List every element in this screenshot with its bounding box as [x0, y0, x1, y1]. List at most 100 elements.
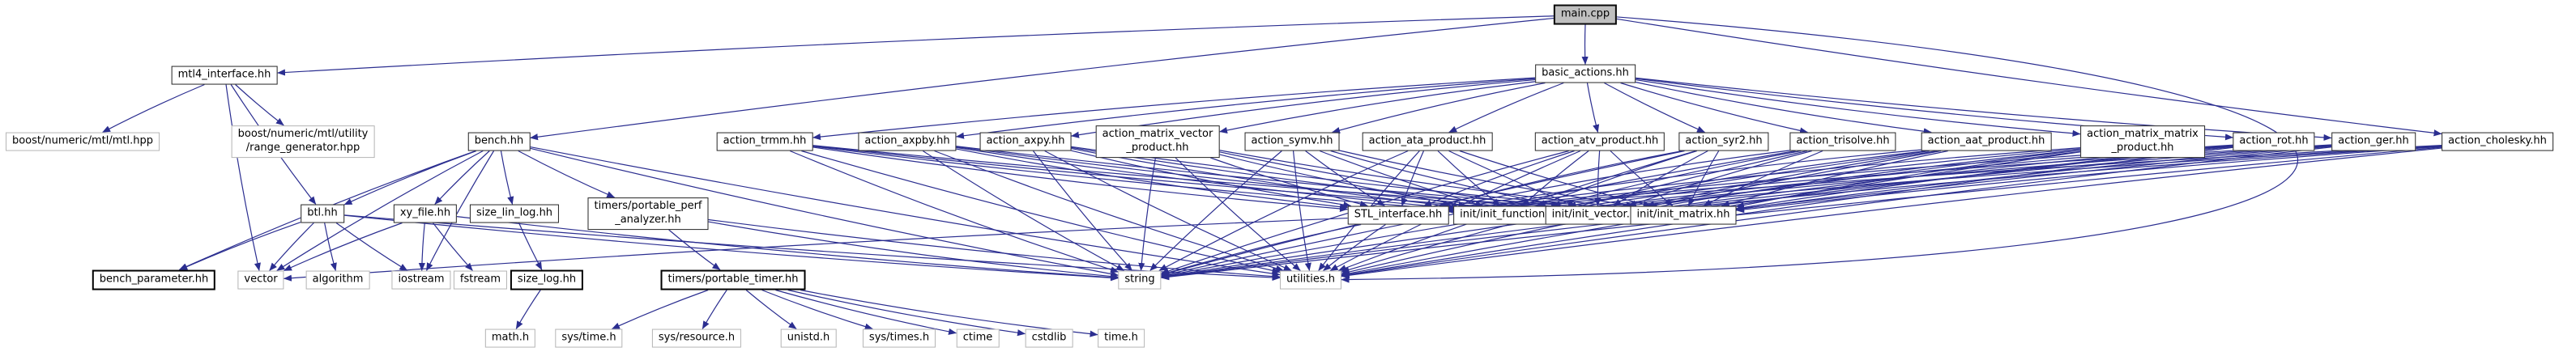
include-edge-xy-file-hh--iostream	[418, 222, 425, 271]
include-edge-action-symv-hh--string	[1149, 150, 1282, 271]
node-ctime: ctime	[956, 328, 1000, 348]
node-action-matrix-matrix-product-hh[interactable]: action_matrix_matrix _product.hh	[2080, 125, 2205, 158]
include-edge-btl-hh--iostream	[335, 222, 408, 272]
node-xy-file-hh[interactable]: xy_file.hh	[393, 204, 458, 223]
include-edge-action-cholesky-hh--init-init-vector-hh	[1649, 146, 2442, 214]
include-edge-main-cpp--mtl4-interface-hh	[277, 15, 1555, 76]
include-edge-action-matrix-matrix-product-hh--stl-interface-hh	[1448, 147, 2081, 213]
node-action-atv-product-hh[interactable]: action_atv_product.hh	[1534, 132, 1665, 151]
include-edge-timers-portable-timer-hh--ctime	[775, 289, 957, 335]
include-edge-xy-file-hh--string	[456, 216, 1119, 281]
node-timers-portable-timer-hh[interactable]: timers/portable_timer.hh	[660, 269, 806, 290]
node-main-cpp: main.cpp	[1553, 4, 1618, 25]
include-edge-action-matrix-vector-product-hh--utilities-h	[1175, 157, 1301, 271]
include-edge-basic-actions-hh--action-ger-hh	[1635, 77, 2332, 142]
node-size-lin-log-hh[interactable]: size_lin_log.hh	[469, 204, 560, 223]
node-size-log-hh[interactable]: size_log.hh	[510, 269, 584, 290]
include-edge-action-trmm-hh--utilities-h	[801, 150, 1281, 274]
include-edge-main-cpp--bench-hh	[530, 17, 1555, 141]
include-edge-basic-actions-hh--action-aat-product-hh	[1635, 81, 1932, 135]
node-action-axpy-hh[interactable]: action_axpy.hh	[979, 132, 1072, 151]
include-edge-action-ger-hh--init-init-vector-hh	[1649, 145, 2332, 213]
include-edge-btl-hh--bench-parameter-hh	[179, 222, 301, 271]
node-action-aat-product-hh[interactable]: action_aat_product.hh	[1921, 132, 2052, 151]
include-edge-stl-interface-hh--utilities-h	[1323, 224, 1386, 271]
include-edge-action-cholesky-hh--init-init-function-hh	[1567, 145, 2442, 214]
node-basic-actions-hh[interactable]: basic_actions.hh	[1535, 64, 1636, 83]
include-edge-action-trmm-hh--string	[789, 150, 1119, 273]
node-cstdlib: cstdlib	[1025, 328, 1073, 348]
include-edge-action-ata-product-hh--stl-interface-hh	[1401, 150, 1424, 206]
node-init-init-matrix-hh[interactable]: init/init_matrix.hh	[1630, 206, 1737, 225]
include-edge-bench-hh--iostream	[425, 150, 495, 271]
node-bench-hh[interactable]: bench.hh	[467, 132, 531, 151]
include-edge-action-symv-hh--utilities-h	[1292, 150, 1311, 271]
include-edge-action-aat-product-hh--init-init-function-hh	[1567, 150, 1926, 209]
node-action-trisolve-hh[interactable]: action_trisolve.hh	[1789, 132, 1896, 151]
node-sys-resource-h: sys/resource.h	[651, 328, 742, 348]
include-edge-xy-file-hh--fstream	[433, 222, 473, 271]
node-action-symv-hh[interactable]: action_symv.hh	[1244, 132, 1340, 151]
include-edge-stl-interface-hh--vector	[284, 217, 1348, 282]
node-stl-interface-hh[interactable]: STL_interface.hh	[1347, 206, 1449, 225]
node-algorithm: algorithm	[305, 270, 370, 290]
include-edge-basic-actions-hh--action-trmm-hh	[812, 77, 1536, 141]
node-action-cholesky-hh[interactable]: action_cholesky.hh	[2442, 132, 2553, 151]
node-action-syr2-hh[interactable]: action_syr2.hh	[1678, 132, 1769, 151]
include-edge-btl-hh--utilities-h	[343, 214, 1281, 282]
include-edge-action-axpy-hh--stl-interface-hh	[1071, 150, 1352, 209]
node-time-h: time.h	[1098, 328, 1145, 348]
node-action-trmm-hh[interactable]: action_trmm.hh	[716, 132, 813, 151]
include-edge-action-axpy-hh--init-init-function-hh	[1071, 147, 1454, 210]
include-edge-mtl4-interface-hh--boost-numeric-mtl-utility-range-generator-hpp	[235, 84, 284, 126]
include-edge-action-cholesky-hh--stl-interface-hh	[1448, 145, 2442, 215]
include-edge-bench-hh--timers-portable-perf-analyzer-hh	[518, 150, 616, 198]
include-edge-basic-actions-hh--action-matrix-matrix-product-hh	[1635, 78, 2081, 137]
node-bench-parameter-hh[interactable]: bench_parameter.hh	[92, 269, 216, 290]
include-edge-basic-actions-hh--action-atv-product-hh	[1586, 83, 1600, 133]
include-edge-timers-portable-perf-analyzer-hh--utilities-h	[708, 218, 1281, 280]
node-sys-time-h: sys/time.h	[555, 328, 623, 348]
include-edge-basic-actions-hh--action-trisolve-hh	[1620, 82, 1808, 134]
include-edge-btl-hh--vector	[269, 222, 314, 271]
include-edge-timers-portable-perf-analyzer-hh--timers-portable-timer-hh	[668, 229, 721, 270]
node-btl-hh[interactable]: btl.hh	[301, 204, 344, 223]
node-timers-portable-perf-analyzer-hh[interactable]: timers/portable_perf _analyzer.hh	[587, 197, 709, 230]
node-action-rot-hh[interactable]: action_rot.hh	[2233, 132, 2315, 151]
include-edge-main-cpp--action-cholesky-hh	[1616, 18, 2442, 137]
include-edge-mtl4-interface-hh--vector	[225, 84, 261, 271]
include-edge-timers-portable-timer-hh--sys-times-h	[761, 289, 873, 330]
node-action-ata-product-hh[interactable]: action_ata_product.hh	[1362, 132, 1493, 151]
include-edge-main-cpp--utilities-h	[1341, 16, 2299, 283]
include-edge-action-axpby-hh--init-init-matrix-hh	[956, 146, 1631, 214]
node-action-ger-hh[interactable]: action_ger.hh	[2331, 132, 2416, 151]
node-boost-numeric-mtl-mtl-hpp: boost/numeric/mtl/mtl.hpp	[5, 132, 160, 151]
include-edge-action-ata-product-hh--init-init-function-hh	[1437, 150, 1501, 206]
include-edge-basic-actions-hh--action-axpby-hh	[956, 78, 1536, 139]
include-edge-action-trmm-hh--init-init-vector-hh	[812, 145, 1546, 214]
node-math-h: math.h	[484, 328, 536, 348]
node-action-axpby-hh[interactable]: action_axpby.hh	[858, 132, 957, 151]
include-edge-action-syr2-hh--init-init-function-hh	[1537, 150, 1697, 207]
include-edge-timers-portable-timer-hh--sys-time-h	[611, 289, 709, 330]
include-edge-btl-hh--string	[343, 214, 1119, 282]
node-boost-numeric-mtl-utility-range-generator-hpp: boost/numeric/mtl/utility /range_generat…	[231, 125, 375, 158]
include-edge-action-aat-product-hh--init-init-vector-hh	[1646, 150, 1938, 208]
node-unistd-h: unistd.h	[780, 328, 837, 348]
include-edge-action-axpby-hh--string	[922, 150, 1125, 272]
include-edge-action-ger-hh--init-init-function-hh	[1567, 144, 2332, 214]
include-edge-action-axpy-hh--utilities-h	[1044, 150, 1292, 272]
node-mtl4-interface-hh[interactable]: mtl4_interface.hh	[171, 66, 278, 85]
include-edge-timers-portable-timer-hh--unistd-h	[745, 290, 797, 329]
include-edge-bench-hh--vector	[276, 150, 484, 272]
node-iostream: iostream	[391, 270, 451, 290]
include-edge-action-cholesky-hh--init-init-matrix-hh	[1736, 146, 2442, 214]
include-edge-size-lin-log-hh--size-log-hh	[518, 222, 543, 270]
node-action-matrix-vector-product-hh[interactable]: action_matrix_vector _product.hh	[1095, 125, 1220, 158]
include-edge-btl-hh--algorithm	[324, 222, 337, 271]
include-edge-action-axpby-hh--utilities-h	[934, 150, 1284, 272]
node-sys-times-h: sys/times.h	[862, 328, 936, 348]
